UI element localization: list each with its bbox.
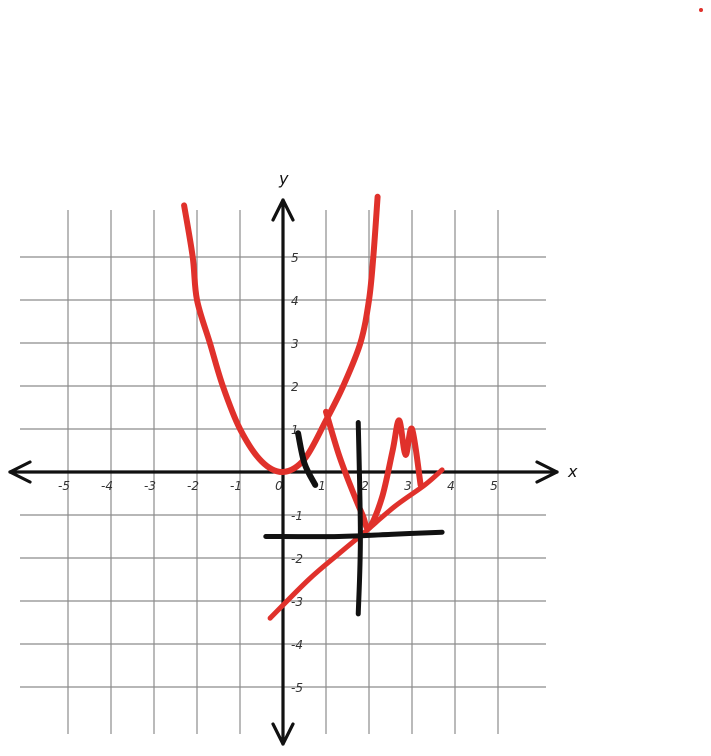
y-tick-label: 1 — [291, 423, 299, 437]
black-stroke-vertical — [355, 420, 363, 617]
red-diagonal-line — [267, 467, 445, 621]
black-stroke-horizontal — [263, 529, 445, 540]
y-tick-label: -2 — [291, 552, 303, 566]
x-tick-label: 4 — [447, 479, 455, 493]
y-tick-label: -1 — [291, 509, 303, 523]
stray-dot — [699, 8, 703, 12]
x-tick-label: 3 — [404, 479, 412, 493]
y-axis-label: y — [278, 169, 289, 188]
y-tick-label: -3 — [291, 595, 303, 609]
y-tick-label: 2 — [291, 380, 299, 394]
x-axis-label: x — [567, 462, 578, 481]
x-tick-label: -1 — [230, 479, 242, 493]
black-stroke-small — [295, 430, 319, 488]
y-tick-label: -5 — [291, 681, 303, 695]
x-tick-labels: -5 -4 -3 -2 -1 0 1 2 3 4 5 — [58, 479, 498, 493]
x-tick-label: -3 — [144, 479, 156, 493]
y-tick-labels: 5 4 3 2 1 -1 -2 -3 -4 -5 — [291, 251, 303, 695]
y-axis-arrow-down — [271, 722, 295, 746]
y-tick-label: 3 — [291, 337, 299, 351]
y-tick-label: -4 — [291, 638, 303, 652]
y-tick-label: 4 — [291, 294, 299, 308]
x-tick-label: 5 — [490, 479, 498, 493]
y-axis-arrow-up — [271, 198, 295, 222]
x-tick-label: -2 — [187, 479, 199, 493]
x-tick-label: 1 — [318, 479, 326, 493]
x-tick-label: -5 — [58, 479, 70, 493]
x-tick-label: 2 — [361, 479, 369, 493]
x-axis-arrow-left — [8, 460, 32, 484]
y-tick-label: 5 — [291, 251, 299, 265]
red-parabola-curve — [181, 193, 381, 476]
x-tick-label: 0 — [275, 479, 283, 493]
x-axis-arrow-right — [535, 460, 559, 484]
sketch-curves — [181, 193, 445, 621]
x-tick-label: -4 — [101, 479, 113, 493]
red-scribble-curve — [323, 408, 424, 532]
